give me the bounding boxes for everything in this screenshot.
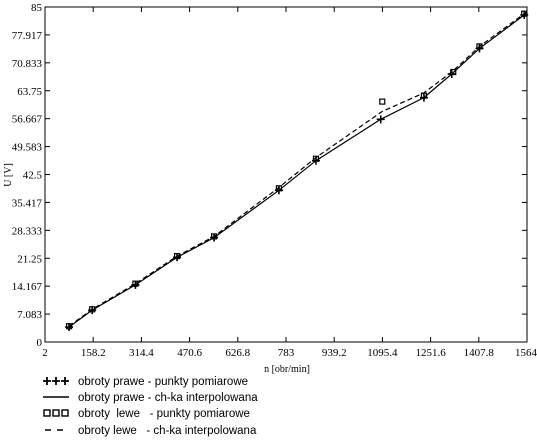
x-tick-label: 1564 <box>515 347 537 359</box>
legend-label: obroty lewe - punkty pomiarowe <box>78 408 250 420</box>
point-lewe <box>275 185 283 192</box>
y-tick-label: 35.417 <box>12 197 43 209</box>
point-lewe <box>379 98 386 105</box>
point-lewe <box>132 280 139 287</box>
point-lewe <box>312 155 320 162</box>
point-lewe <box>173 252 181 260</box>
y-tick-label: 7.083 <box>17 309 42 321</box>
legend-symbol-plus-markers <box>43 377 69 385</box>
point-lewe <box>211 233 218 240</box>
line-prawe <box>68 12 528 328</box>
line-lewe <box>68 11 528 327</box>
y-tick-label: 21.25 <box>17 253 42 265</box>
axes <box>44 6 528 343</box>
y-tick-label: 49.583 <box>12 142 43 154</box>
x-tick-label: 783 <box>278 347 295 359</box>
x-tick-label: 1095.4 <box>367 347 398 359</box>
legend-label: obroty lewe - ch-ka interpolowana <box>78 425 257 437</box>
x-tick-label: 314.4 <box>129 347 154 359</box>
y-tick-label: 77.917 <box>12 30 43 42</box>
point-lewe <box>89 306 96 313</box>
y-tick-label: 14.167 <box>12 281 43 293</box>
x-tick-label: 626.8 <box>225 347 250 359</box>
x-tick-label: 470.6 <box>177 347 202 359</box>
x-tick-label: 1251.6 <box>415 347 446 359</box>
y-tick-label: 63.75 <box>17 86 42 98</box>
x-tick-label: 939.2 <box>322 347 347 359</box>
series-solid <box>68 12 528 328</box>
legend: obroty prawe - punkty pomiarowe obroty pr… <box>43 376 258 437</box>
x-tick-label: 158.2 <box>81 347 106 359</box>
y-axis-title: U [V] <box>3 163 14 187</box>
x-axis-title: n [obr/min] <box>264 364 310 375</box>
legend-label: obroty prawe - ch-ka interpolowana <box>78 392 258 404</box>
point-lewe <box>521 10 528 17</box>
plot-frame <box>44 6 528 343</box>
series-dashed <box>68 11 528 327</box>
x-tick-labels: 2 158.2 314.4 470.6 626.8 783 939.2 1095.4 1251.… <box>42 347 537 359</box>
series-square-markers <box>65 10 528 330</box>
point-lewe <box>65 323 73 330</box>
x-tick-label: 1407.8 <box>464 347 495 359</box>
series-plus-markers <box>65 10 529 332</box>
legend-label: obroty prawe - punkty pomiarowe <box>78 376 248 388</box>
y-tick-label: 0 <box>37 337 43 349</box>
series-layer <box>65 10 529 332</box>
tick-marks <box>44 6 528 343</box>
y-tick-label: 56.667 <box>12 114 43 126</box>
y-tick-label: 70.833 <box>12 58 43 70</box>
y-tick-label: 28.333 <box>12 225 43 237</box>
y-tick-label: 85 <box>31 2 43 14</box>
y-tick-labels: 0 7.083 14.167 21.25 28.333 35.417 42.5 49.583 5… <box>12 2 43 349</box>
x-tick-label: 2 <box>42 347 48 359</box>
legend-symbol-square-markers <box>43 409 69 417</box>
y-tick-label: 42.5 <box>23 170 43 182</box>
point-lewe <box>476 43 483 50</box>
